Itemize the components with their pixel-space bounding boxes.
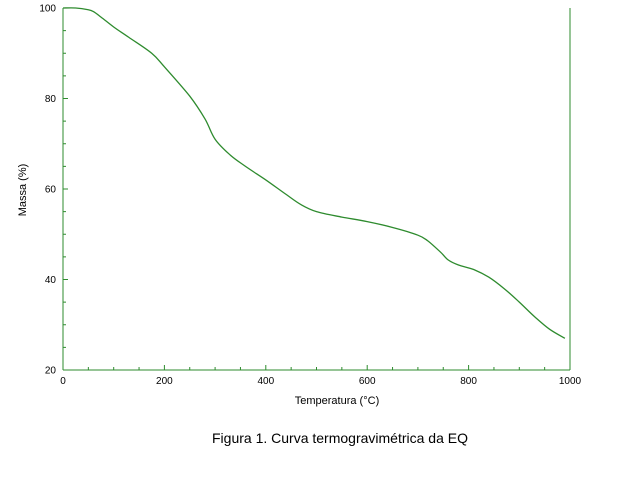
x-tick-label: 200 xyxy=(156,376,173,387)
y-tick-label: 40 xyxy=(45,275,57,286)
y-tick-label: 100 xyxy=(39,4,56,15)
x-axis-label: Temperatura (°C) xyxy=(295,395,379,407)
x-tick-label: 600 xyxy=(359,376,376,387)
y-tick-label: 60 xyxy=(45,185,57,196)
y-tick-label: 80 xyxy=(45,94,57,105)
figure-caption: Figura 1. Curva termogravimétrica da EQ xyxy=(212,430,468,446)
tga-chart: 0 200 400 600 800 1000 20 40 60 80 100 Temperatura… xyxy=(17,4,582,408)
mass-curve xyxy=(62,7,566,339)
x-tick-label: 0 xyxy=(60,376,66,387)
y-tick-label: 20 xyxy=(45,366,57,377)
x-tick-label: 1000 xyxy=(559,376,582,387)
x-tick-label: 800 xyxy=(460,376,477,387)
x-tick-label: 400 xyxy=(257,376,274,387)
y-axis-label: Massa (%) xyxy=(17,164,29,217)
axes xyxy=(62,8,571,371)
ticks: 0 200 400 600 800 1000 20 40 60 80 100 xyxy=(39,4,581,388)
